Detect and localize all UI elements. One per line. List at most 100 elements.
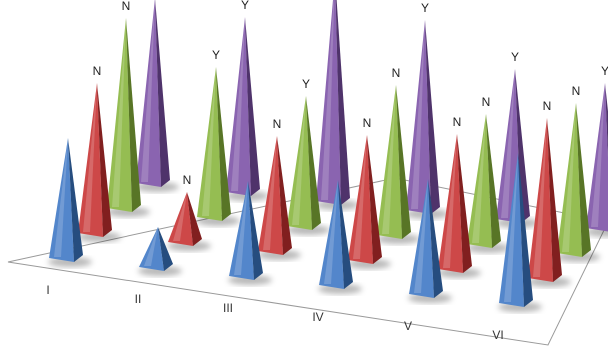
pyramid-mark: [107, 18, 141, 212]
pyramid-highlight: [321, 0, 335, 200]
pyramid-highlight: [202, 67, 216, 216]
pyramid-highlight: [292, 96, 306, 225]
data-label: Y: [511, 50, 519, 64]
pyramid-side-face: [158, 227, 173, 271]
pyramid-highlight: [501, 69, 515, 218]
data-label: N: [93, 64, 102, 78]
pyramid-mark: [348, 135, 382, 264]
pyramid-side-face: [425, 20, 440, 214]
pyramid-highlight: [591, 83, 605, 227]
pyramid-side-face: [486, 114, 501, 248]
data-label: Y: [241, 0, 249, 12]
pyramid-highlight: [562, 103, 576, 252]
pyramid-mark: [226, 17, 260, 196]
data-label: N: [482, 95, 491, 109]
pyramid-mark: [438, 134, 472, 273]
pyramid-mark: [528, 118, 562, 282]
data-label: N: [453, 115, 462, 129]
pyramid-side-face: [155, 0, 170, 187]
data-label: Y: [601, 64, 608, 78]
data-label: Y: [421, 1, 429, 15]
labels-layer: NYYYYYNYYNNNNNNNNNIIIIIIIVVVI: [46, 0, 608, 342]
pyramid-front-face: [528, 118, 553, 282]
pyramid-highlight: [411, 20, 425, 209]
pyramid-front-face: [316, 0, 341, 205]
marks-layer: [49, 0, 608, 307]
pyramid-front-face: [49, 138, 74, 262]
pyramid-highlight: [234, 181, 248, 275]
pyramid-highlight: [54, 138, 68, 257]
pyramid-highlight: [83, 83, 97, 232]
pyramid-mark: [586, 83, 608, 232]
pyramid-front-face: [258, 136, 283, 255]
pyramid-front-face: [168, 192, 193, 246]
pyramid-mark: [319, 180, 353, 289]
pyramid-side-face: [216, 67, 231, 221]
pyramid-side-face: [547, 118, 562, 282]
pyramid-front-face: [107, 18, 132, 212]
pyramid-highlight: [414, 179, 428, 293]
pyramid-side-face: [396, 85, 411, 239]
pyramid-front-face: [377, 85, 402, 239]
pyramid-front-face: [287, 96, 312, 230]
pyramid-front-face: [78, 83, 103, 237]
pyramid-mark: [136, 0, 170, 187]
category-label: V: [404, 319, 412, 333]
pyramid-front-face: [467, 114, 492, 248]
pyramid-highlight: [144, 227, 158, 266]
pyramid-highlight: [472, 114, 486, 243]
pyramid-side-face: [515, 69, 530, 223]
pyramid-mark: [316, 0, 350, 205]
pyramid-side-face: [428, 179, 443, 298]
pyramid-front-face: [136, 0, 161, 187]
pyramid-highlight: [173, 192, 187, 241]
category-label: I: [46, 283, 49, 297]
pyramid-front-face: [139, 227, 164, 271]
pyramid-mark: [258, 136, 292, 255]
pyramid-side-face: [245, 17, 260, 196]
data-label: N: [543, 99, 552, 113]
pyramid-side-face: [338, 180, 353, 289]
pyramid-highlight: [231, 17, 245, 191]
pyramid-side-face: [248, 181, 263, 280]
pyramid-mark: [229, 181, 263, 280]
pyramid-side-face: [126, 18, 141, 212]
pyramid-side-face: [277, 136, 292, 255]
pyramid-front-face: [499, 153, 524, 307]
pyramid-mark: [406, 20, 440, 214]
category-label: III: [223, 301, 233, 315]
data-label: N: [183, 173, 192, 187]
pyramid-mark: [197, 67, 231, 221]
pyramid-highlight: [112, 18, 126, 207]
pyramid-mark: [139, 227, 173, 271]
pyramid-side-face: [457, 134, 472, 273]
pyramid-side-face: [576, 103, 591, 257]
data-label: N: [122, 0, 131, 13]
pyramid-mark: [287, 96, 321, 230]
pyramid-front-face: [348, 135, 373, 264]
pyramid-front-face: [319, 180, 344, 289]
pyramid-highlight: [504, 153, 518, 302]
category-label: VI: [492, 328, 503, 342]
pyramid-front-face: [197, 67, 222, 221]
pyramid-highlight: [382, 85, 396, 234]
pyramid-side-face: [306, 96, 321, 230]
pyramid-side-face: [187, 192, 202, 246]
data-label: Y: [212, 48, 220, 62]
pyramid-mark: [168, 192, 202, 246]
pyramid-side-face: [605, 83, 608, 158]
pyramid-front-face: [557, 103, 582, 257]
pyramid-mark: [499, 153, 533, 307]
pyramid-front-face: [226, 17, 251, 196]
data-label: N: [392, 66, 401, 80]
data-label: Y: [302, 77, 310, 91]
pyramid-side-face: [367, 135, 382, 264]
data-label: N: [572, 84, 581, 98]
pyramid-mark: [557, 103, 591, 257]
pyramid-front-face: [409, 179, 434, 298]
pyramid-mark: [78, 83, 112, 237]
pyramid-side-face: [68, 138, 83, 262]
pyramid-front-face: [586, 83, 608, 232]
pyramid-highlight: [324, 180, 338, 284]
